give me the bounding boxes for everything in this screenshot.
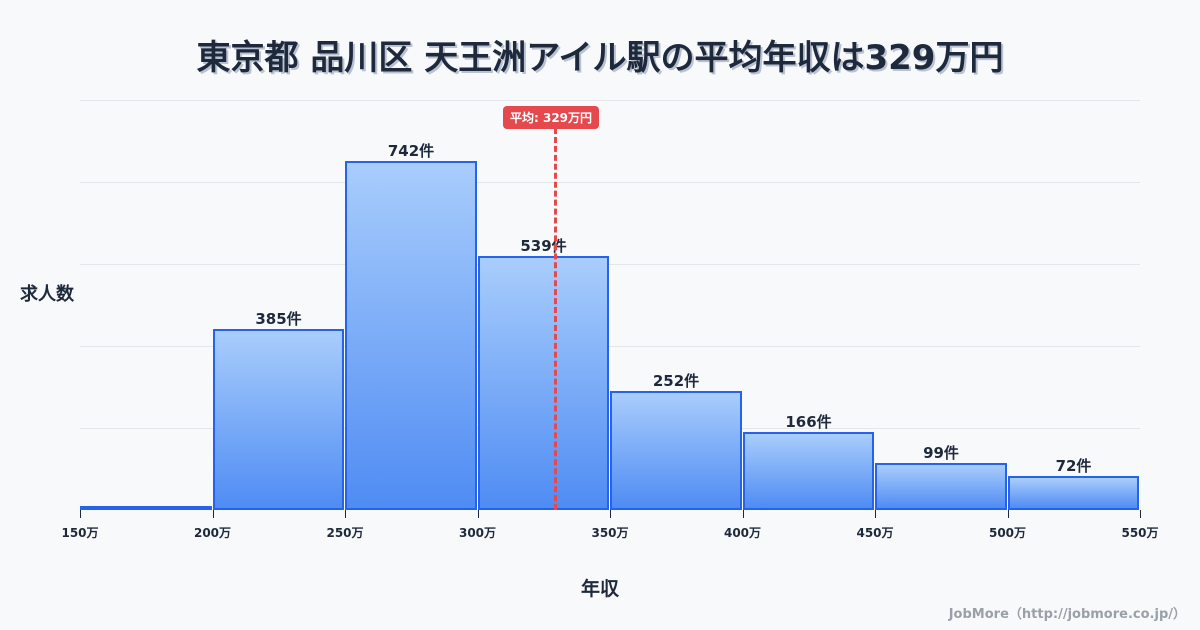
histogram-bar xyxy=(80,506,212,510)
x-tick xyxy=(610,510,611,518)
x-tick-label: 450万 xyxy=(856,526,894,540)
bar-value-label: 99件 xyxy=(923,444,959,462)
bar-value-label: 742件 xyxy=(387,142,435,160)
x-tick-label: 400万 xyxy=(723,526,762,540)
histogram-bar xyxy=(212,329,344,510)
histogram-bar xyxy=(345,161,477,510)
histogram-bar xyxy=(477,256,609,510)
histogram-bar xyxy=(875,463,1007,510)
average-line xyxy=(554,128,557,510)
gridline xyxy=(80,182,1140,183)
gridline xyxy=(80,264,1140,265)
x-tick xyxy=(742,510,744,518)
x-tick-label: 200万 xyxy=(193,526,232,540)
x-tick-label: 550万 xyxy=(1121,526,1159,540)
bar-value-label: 252件 xyxy=(652,372,700,390)
x-tick xyxy=(212,510,214,518)
x-tick xyxy=(345,510,346,518)
x-tick xyxy=(1007,510,1009,518)
x-tick-label: 150万 xyxy=(61,526,99,540)
chart-title: 東京都 品川区 天王洲アイル駅の平均年収は329万円 xyxy=(196,38,1004,78)
x-tick-label: 500万 xyxy=(988,526,1027,540)
bar-value-label: 385件 xyxy=(255,310,302,328)
x-tick-label: 350万 xyxy=(591,526,629,540)
source-credit: JobMore（http://jobmore.co.jp/） xyxy=(948,607,1186,622)
x-tick xyxy=(875,510,876,518)
histogram-bar xyxy=(742,432,874,510)
bar-value-label: 72件 xyxy=(1055,457,1092,475)
x-tick-label: 300万 xyxy=(458,526,497,540)
bar-value-label: 166件 xyxy=(785,413,832,431)
x-tick-label: 250万 xyxy=(326,526,364,540)
x-tick xyxy=(1140,510,1141,518)
histogram-bar xyxy=(610,391,742,510)
gridline xyxy=(80,346,1140,347)
x-axis-label: 年収 xyxy=(580,578,619,600)
y-axis-label: 求人数 xyxy=(20,284,74,305)
gridline xyxy=(80,100,1140,101)
bar-value-label: 539件 xyxy=(520,237,567,255)
x-tick xyxy=(80,510,81,518)
histogram-bar xyxy=(1007,476,1139,510)
average-badge: 平均: 329万円 xyxy=(503,106,600,129)
x-tick xyxy=(477,510,479,518)
